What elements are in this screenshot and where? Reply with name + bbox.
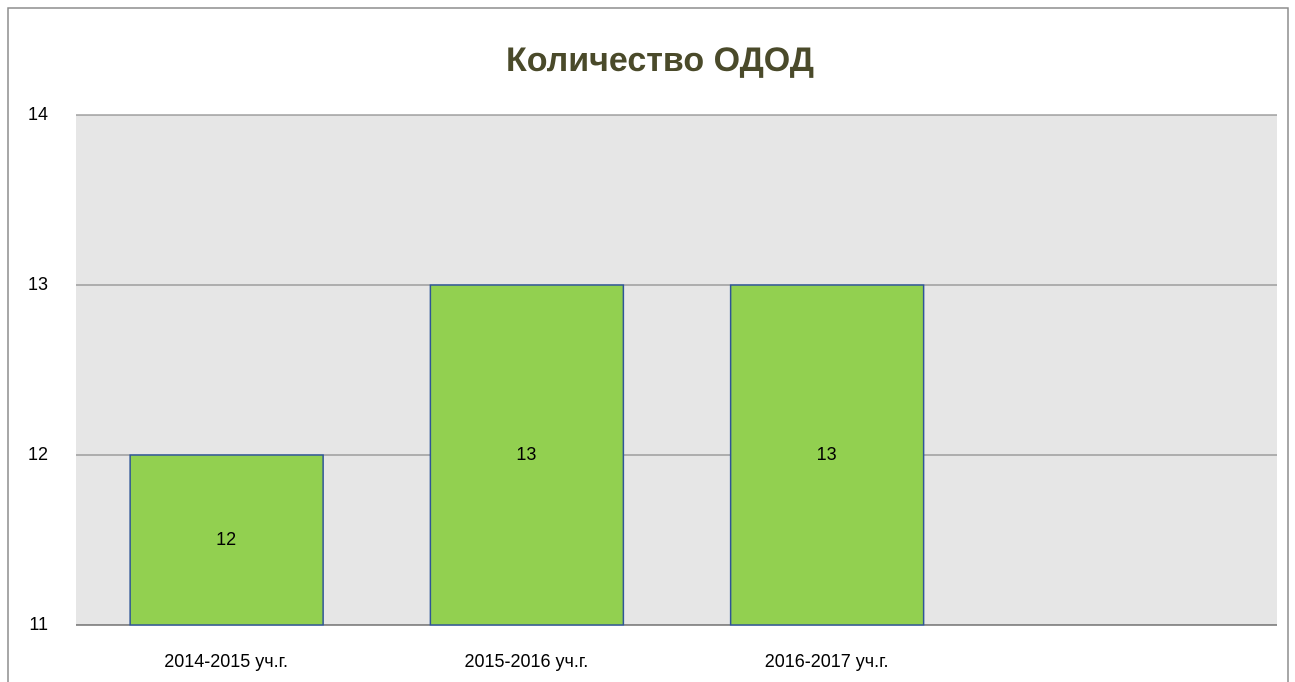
y-tick-label: 14 — [28, 104, 48, 124]
x-tick-label: 2015-2016 уч.г. — [464, 651, 588, 671]
chart-title: Количество ОДОД — [506, 41, 814, 79]
y-tick-label: 12 — [28, 444, 48, 464]
y-tick-label: 11 — [29, 614, 48, 634]
bar — [129, 454, 324, 626]
x-tick-label: 2016-2017 уч.г. — [765, 651, 889, 671]
bar — [729, 284, 925, 626]
chart-frame — [7, 7, 1289, 682]
y-tick-label: 13 — [28, 274, 48, 294]
bar — [429, 284, 625, 626]
data-label: 13 — [817, 444, 837, 464]
x-tick-label: 2014-2015 уч.г. — [164, 651, 288, 671]
data-label: 13 — [516, 444, 536, 464]
data-label: 12 — [216, 529, 236, 549]
